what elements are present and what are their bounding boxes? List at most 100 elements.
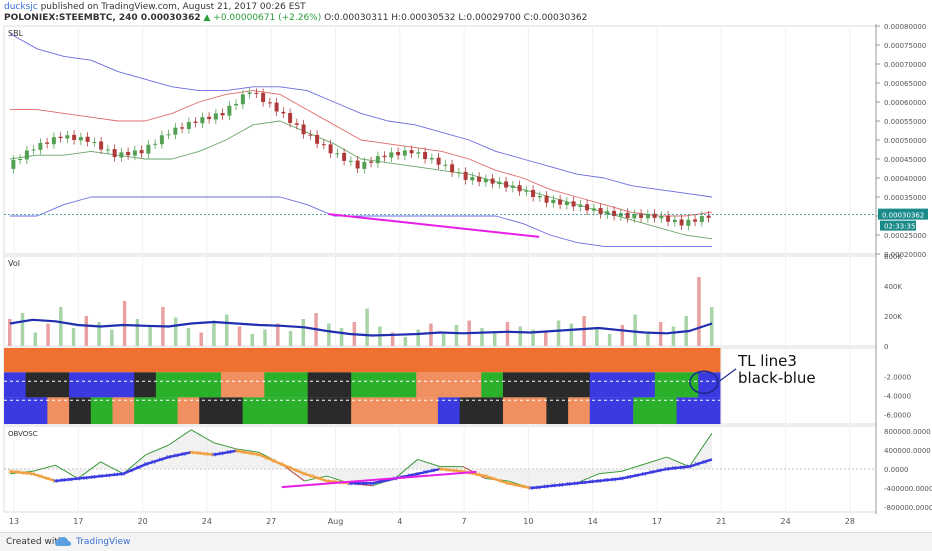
heatmap-cell: [242, 348, 265, 373]
obv-signal-segment: [213, 449, 237, 456]
volume-bar: [620, 325, 625, 346]
obv-signal-marker: ✕: [196, 450, 202, 458]
candle-body: [699, 216, 704, 223]
candle-body: [571, 201, 576, 207]
heatmap-cell: [307, 348, 330, 373]
candle-body: [281, 111, 286, 114]
obv-line-segment: [100, 461, 124, 475]
price-change-text: +0.00000671 (+2.26%): [213, 13, 322, 23]
obv-signal-marker: ✕: [158, 456, 164, 464]
obv-signal-marker: ✕: [498, 477, 504, 485]
heatmap-cell: [394, 348, 417, 373]
tradingview-link[interactable]: TradingView: [76, 537, 131, 547]
publish-header: ducksjc published on TradingView.com, Au…: [0, 0, 932, 26]
price-pane-title: SBL: [8, 29, 24, 38]
heatmap-cell: [372, 372, 396, 398]
x-tick-label: 24: [781, 517, 791, 526]
candle-body: [51, 137, 56, 145]
obv-signal-marker: ✕: [7, 468, 13, 476]
trend-tick-label: -4.0000: [884, 393, 911, 401]
obv-signal-marker: ✕: [430, 467, 436, 475]
annotation-text-line2: black-blue: [738, 369, 816, 387]
heatmap-cell: [611, 372, 634, 398]
obv-signal-marker: ✕: [354, 480, 360, 488]
candle-body: [65, 135, 70, 139]
heatmap-cell: [633, 372, 656, 398]
candle-body: [58, 136, 63, 139]
candle-body: [274, 102, 279, 112]
obv-signal-segment: [191, 451, 214, 456]
x-tick-label: Aug: [328, 517, 344, 526]
volume-bar: [544, 332, 548, 346]
heatmap-cell: [351, 372, 374, 398]
candle-body: [409, 150, 414, 154]
obv-signal-marker: ✕: [475, 471, 481, 479]
candle-body: [483, 178, 488, 183]
obv-signal-marker: ✕: [543, 483, 549, 491]
heatmap-cell: [69, 372, 92, 398]
heatmap-cell: [698, 372, 721, 398]
heatmap-cell: [264, 397, 287, 424]
x-tick-label: 20: [138, 517, 148, 526]
candle-body: [173, 127, 178, 135]
heatmap-cell: [4, 348, 27, 373]
heatmap-cell: [25, 372, 48, 398]
countdown-badge: [880, 220, 916, 231]
chart-canvas[interactable]: 13 17 20 24 27 Aug 4 7 10 14 17 21 24 28 SBL 0.00080000…: [0, 24, 932, 532]
band-outer_band_upper: [9, 33, 713, 198]
obv-signal-marker: ✕: [641, 470, 647, 478]
candle-body: [558, 199, 563, 205]
obv-signal-marker: ✕: [505, 480, 511, 488]
heatmap-cell: [220, 372, 244, 398]
candle-body: [362, 161, 367, 169]
author-link[interactable]: ducksjc: [4, 2, 38, 12]
candle-body: [578, 204, 583, 207]
obv-signal-marker: ✕: [618, 475, 624, 483]
candle-body: [504, 181, 509, 188]
heatmap-cell: [134, 348, 157, 373]
obv-signal-marker: ✕: [120, 470, 126, 478]
obv-line-segment: [417, 458, 441, 468]
x-tick-label: 17: [73, 517, 83, 526]
volume-bar: [199, 332, 203, 346]
heatmap-cell: [112, 397, 135, 424]
heatmap-cell: [568, 348, 591, 373]
obv-signal-marker: ✕: [422, 469, 428, 477]
obv-signal-marker: ✕: [520, 483, 526, 491]
volume-bar: [556, 320, 561, 346]
volume-bar: [416, 329, 420, 346]
candle-body: [672, 219, 677, 223]
obv-signal-marker: ✕: [301, 470, 307, 478]
heatmap-cell: [155, 397, 179, 424]
candle-body: [38, 142, 43, 150]
candle-body: [72, 134, 77, 140]
candle-body: [254, 92, 259, 94]
heatmap-cell: [459, 397, 482, 424]
price-tick-label: 0.00045000: [884, 156, 926, 164]
volume-bar: [480, 328, 484, 346]
price-tick-label: 0.00035000: [884, 194, 926, 202]
heatmap-cell: [90, 348, 113, 373]
candle-body: [612, 210, 617, 216]
heatmap-cell: [177, 372, 200, 398]
volume-bar: [71, 328, 76, 346]
volume-bar: [441, 334, 446, 346]
heatmap-cell: [524, 372, 547, 398]
candle-body: [429, 158, 434, 160]
heatmap-cell: [177, 348, 200, 373]
heatmap-cell: [394, 397, 417, 424]
obv-signal-marker: ✕: [45, 475, 51, 483]
candle-body: [342, 152, 347, 161]
volume-bar: [276, 323, 280, 346]
heatmap-cell: [416, 348, 439, 373]
volume-bar: [390, 332, 395, 346]
volume-bar: [595, 328, 599, 346]
obv-signal-marker: ✕: [626, 473, 632, 481]
candle-body: [78, 137, 83, 141]
obv-signal-segment: [575, 479, 599, 485]
volume-bar: [301, 319, 306, 346]
obv-signal-segment: [688, 458, 713, 468]
obv-area: [10, 429, 712, 489]
obv-line-segment: [688, 432, 713, 467]
obv-signal-marker: ✕: [181, 450, 187, 458]
